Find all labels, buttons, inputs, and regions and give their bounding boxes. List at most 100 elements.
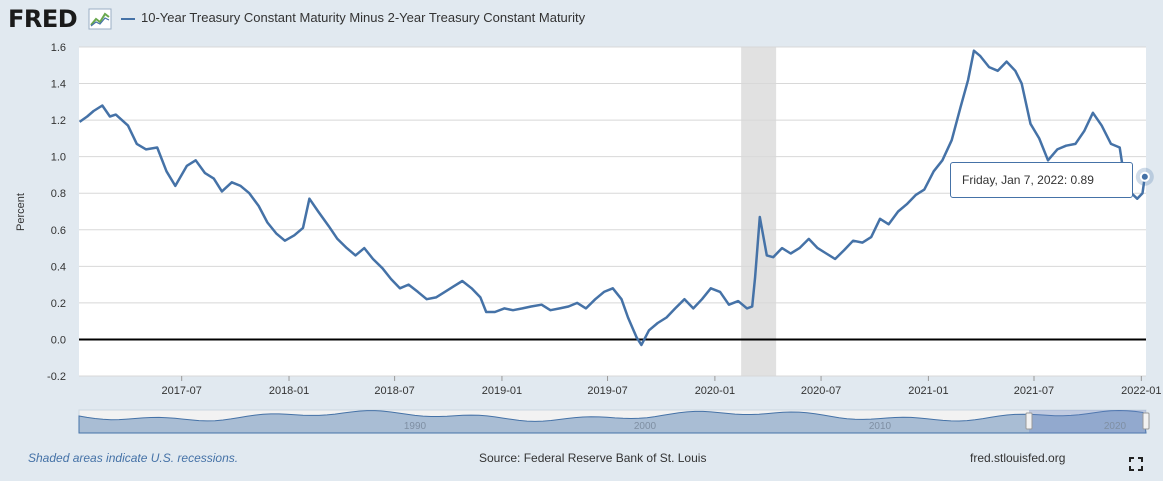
data-point	[145, 148, 147, 150]
x-tick-label: 2020-07	[801, 385, 841, 397]
data-point	[1005, 60, 1007, 62]
navigator-handle[interactable]	[1025, 412, 1033, 430]
highlighted-point	[1139, 171, 1150, 182]
data-point	[503, 307, 505, 309]
x-tick-label: 2018-07	[374, 385, 414, 397]
data-point	[109, 115, 111, 117]
x-tick-label: 2022-01	[1121, 385, 1161, 397]
data-point	[923, 188, 925, 190]
data-point	[737, 300, 739, 302]
data-point	[390, 278, 392, 280]
source-note: Source: Federal Reserve Bank of St. Loui…	[479, 451, 707, 465]
x-tick-label: 2018-01	[269, 385, 309, 397]
data-point	[407, 283, 409, 285]
data-point	[308, 198, 310, 200]
data-point	[772, 256, 774, 258]
data-point	[156, 146, 158, 148]
data-point	[136, 143, 138, 145]
data-point	[1065, 145, 1067, 147]
y-tick-label: 0.2	[51, 298, 66, 310]
navigator-label: 1990	[404, 421, 427, 432]
data-point	[879, 218, 881, 220]
data-point	[78, 121, 80, 123]
fred-logo[interactable]: FRED	[8, 5, 78, 33]
data-point	[530, 305, 532, 307]
data-point	[1119, 146, 1121, 148]
y-axis-label: Percent	[15, 193, 27, 231]
y-tick-label: -0.2	[47, 371, 66, 383]
data-point	[257, 205, 259, 207]
data-point	[485, 311, 487, 313]
x-tick-label: 2020-01	[695, 385, 735, 397]
data-point	[381, 267, 383, 269]
data-point	[861, 241, 863, 243]
data-point	[461, 280, 463, 282]
data-point	[766, 254, 768, 256]
data-point	[603, 291, 605, 293]
data-point	[728, 304, 730, 306]
data-point	[1136, 198, 1138, 200]
data-point	[248, 192, 250, 194]
x-tick-label: 2021-01	[908, 385, 948, 397]
data-point	[906, 203, 908, 205]
site-link[interactable]: fred.stlouisfed.org	[970, 451, 1066, 465]
data-point	[701, 298, 703, 300]
x-tick-label: 2019-01	[482, 385, 522, 397]
data-point	[239, 185, 241, 187]
legend-series-label[interactable]: 10-Year Treasury Constant Maturity Minus…	[141, 10, 586, 25]
data-point	[327, 225, 329, 227]
data-point	[751, 305, 753, 307]
data-point	[204, 172, 206, 174]
data-point	[266, 221, 268, 223]
data-point	[92, 110, 94, 112]
y-tick-label: 0.0	[51, 334, 66, 346]
data-point	[657, 322, 659, 324]
legend-series-swatch	[121, 18, 135, 20]
data-point	[897, 210, 899, 212]
fullscreen-icon[interactable]	[1129, 457, 1143, 471]
data-point	[1029, 123, 1031, 125]
data-point	[594, 298, 596, 300]
data-point	[640, 344, 642, 346]
data-point	[165, 170, 167, 172]
data-point	[425, 298, 427, 300]
data-point	[293, 234, 295, 236]
x-tick-label: 2019-07	[587, 385, 627, 397]
recession-note[interactable]: Shaded areas indicate U.S. recessions.	[28, 451, 239, 465]
data-point	[284, 240, 286, 242]
navigator-series	[78, 409, 1147, 434]
data-point	[1100, 124, 1102, 126]
navigator-handle[interactable]	[1142, 412, 1150, 430]
y-tick-label: 0.4	[51, 261, 66, 273]
data-point	[1014, 70, 1016, 72]
navigator-label: 2020	[1104, 421, 1127, 432]
data-point	[1038, 137, 1040, 139]
data-point	[710, 287, 712, 289]
data-point	[452, 285, 454, 287]
data-point	[808, 238, 810, 240]
data-point	[988, 66, 990, 68]
recession-band	[741, 47, 777, 376]
data-point	[683, 298, 685, 300]
data-point	[759, 216, 761, 218]
tooltip-value: 0.89	[1070, 173, 1094, 187]
data-point	[559, 307, 561, 309]
data-point	[719, 291, 721, 293]
x-tick-label: 2021-07	[1014, 385, 1054, 397]
data-point	[612, 287, 614, 289]
data-point	[576, 302, 578, 304]
data-point	[512, 309, 514, 311]
data-point	[540, 304, 542, 306]
data-point	[888, 223, 890, 225]
data-point	[444, 291, 446, 293]
data-point	[1083, 130, 1085, 132]
y-tick-label: 1.0	[51, 152, 66, 164]
data-point	[1056, 148, 1058, 150]
data-point	[213, 177, 215, 179]
chart-header: FRED 10-Year Treasury Constant Maturity …	[0, 0, 1163, 40]
data-point	[585, 307, 587, 309]
data-point	[1092, 112, 1094, 114]
data-point	[354, 254, 356, 256]
line-chart[interactable]: 1.6 1.4 1.2 1.0 0.8 0.6 0.4 0.2 0.0 -0.2 2017-07 20…	[0, 0, 1163, 445]
y-tick-label: 1.6	[51, 42, 66, 54]
